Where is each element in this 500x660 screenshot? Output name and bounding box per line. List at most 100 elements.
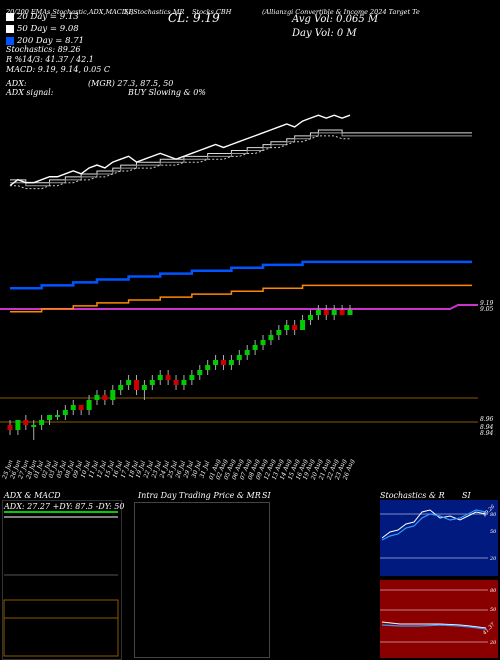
candle-body xyxy=(307,315,313,320)
band-mid-line xyxy=(10,132,472,187)
legend-swatch xyxy=(6,25,14,33)
candle-body xyxy=(126,380,132,385)
intraday-panel xyxy=(134,502,270,658)
price-label-low: 9.05 xyxy=(480,306,494,313)
candle-body xyxy=(173,380,179,385)
adx-panel xyxy=(2,500,122,660)
lower-label-3: 8.94 xyxy=(480,430,494,437)
ema20-line xyxy=(10,135,350,190)
stoch-tick-50: 50 xyxy=(490,529,497,535)
adx-value: (MGR) 27.3, 87.5, 50 xyxy=(88,79,174,88)
candle-body xyxy=(213,360,219,365)
candle-body xyxy=(47,415,53,420)
stoch-k-line xyxy=(381,509,487,539)
candle-body xyxy=(244,350,250,355)
close-price: CL: 9.19 xyxy=(168,11,220,25)
candle-body xyxy=(110,390,116,400)
header-top-left: 20/200 EMAs,Stochastic,ADX,MACD,B xyxy=(6,8,134,16)
stoch-panel xyxy=(380,500,498,576)
legend-label: 200 Day = 8.71 xyxy=(17,36,85,46)
candle-body xyxy=(220,360,226,365)
candle-body xyxy=(339,310,345,315)
ema200-line xyxy=(10,260,472,290)
legend-label: 50 Day = 9.08 xyxy=(17,24,79,34)
header-symbol: Stocks CBH xyxy=(192,8,232,16)
legend-swatch xyxy=(6,13,14,21)
adx-label: ADX: xyxy=(6,79,27,88)
candle-body xyxy=(15,420,21,430)
candle-body xyxy=(23,420,29,425)
intraday-panel-suffix: SI xyxy=(262,491,271,500)
legend-label: 20 Day = 9.13 xyxy=(17,12,79,22)
legend-swatch xyxy=(6,37,14,45)
candle-body xyxy=(260,340,266,345)
candle-body xyxy=(252,345,258,350)
mrsi-line xyxy=(381,624,487,630)
candle-body xyxy=(141,385,147,390)
indicator-line-magenta xyxy=(0,304,478,310)
candle-body xyxy=(54,415,60,417)
candle-body xyxy=(300,320,306,330)
header-company: (Allianzgi Convertible & Income 2024 Tar… xyxy=(262,8,420,16)
candle-body xyxy=(276,330,282,335)
stoch-panel-suffix: SI xyxy=(462,491,471,500)
stoch-d-line xyxy=(381,509,487,541)
candle-body xyxy=(331,310,337,315)
candle-body xyxy=(7,425,13,430)
rsi-panel xyxy=(380,580,498,658)
main-chart xyxy=(0,114,478,440)
candle-body xyxy=(268,335,274,340)
rsi-tick-20: 20 xyxy=(490,640,497,646)
stoch-tick-20: 20 xyxy=(490,556,497,562)
rsi-line xyxy=(381,621,487,629)
avg-volume: Avg Vol: 0.065 M xyxy=(292,14,379,25)
r-readout: R %14/3: 41.37 / 42.1 xyxy=(6,55,94,64)
price-line xyxy=(9,114,351,187)
candle-body xyxy=(323,310,329,315)
intraday-panel-title: Intra Day Trading Price & MR xyxy=(138,491,261,500)
candle-body xyxy=(189,375,195,380)
rsi-tick-80: 80 xyxy=(490,588,497,594)
legend-item: 50 Day = 9.08 xyxy=(6,24,79,34)
stochastics-readout: Stochastics: 89.26 xyxy=(6,45,81,54)
price-label-current: 9.19 xyxy=(480,300,494,307)
candle-body xyxy=(181,380,187,385)
header-top-mid: SI,Stochastics,MR xyxy=(124,8,185,16)
candle-body xyxy=(134,380,140,390)
legend-item: 20 Day = 9.13 xyxy=(6,12,79,22)
candle-body xyxy=(94,395,100,400)
candle-body xyxy=(86,400,92,410)
candle-body xyxy=(165,375,171,380)
adx-signal-label: ADX signal: xyxy=(6,88,54,97)
stoch-tick-80: 80 xyxy=(490,512,497,518)
candle-body xyxy=(31,425,37,427)
candle-body xyxy=(292,325,298,330)
candle-body xyxy=(39,420,45,425)
candle-body xyxy=(236,355,242,360)
bollinger-lower-line xyxy=(10,284,472,313)
candle-body xyxy=(197,370,203,375)
adx-signal-value: BUY Slowing & 0% xyxy=(128,88,206,97)
day-volume: Day Vol: 0 M xyxy=(292,28,357,39)
stoch-panel-title: Stochastics & R xyxy=(380,491,445,500)
candle-body xyxy=(205,365,211,370)
lower-label-1: 8.96 xyxy=(480,416,494,423)
adx-panel-readout: ADX: 27.27 +DY: 87.5 -DY: 50 xyxy=(4,502,125,511)
lower-label-2: 8.94 xyxy=(480,424,494,431)
candle-body xyxy=(70,405,76,410)
band-upper-line xyxy=(10,129,472,184)
candle-body xyxy=(78,405,84,410)
adx-panel-title: ADX & MACD xyxy=(4,491,61,500)
rsi-value-label: 41.37 xyxy=(481,621,497,637)
candle-body xyxy=(315,310,321,315)
macd-readout: MACD: 9.19, 9.14, 0.05 C xyxy=(6,65,111,74)
candle-body xyxy=(118,385,124,390)
candle-body xyxy=(102,395,108,400)
rsi-tick-50: 50 xyxy=(490,607,497,613)
candle-body xyxy=(62,410,68,415)
candle-body xyxy=(228,360,234,365)
legend-item: 200 Day = 8.71 xyxy=(6,36,84,46)
candle-body xyxy=(149,380,155,385)
candle-body xyxy=(284,325,290,330)
candle-body xyxy=(157,375,163,380)
